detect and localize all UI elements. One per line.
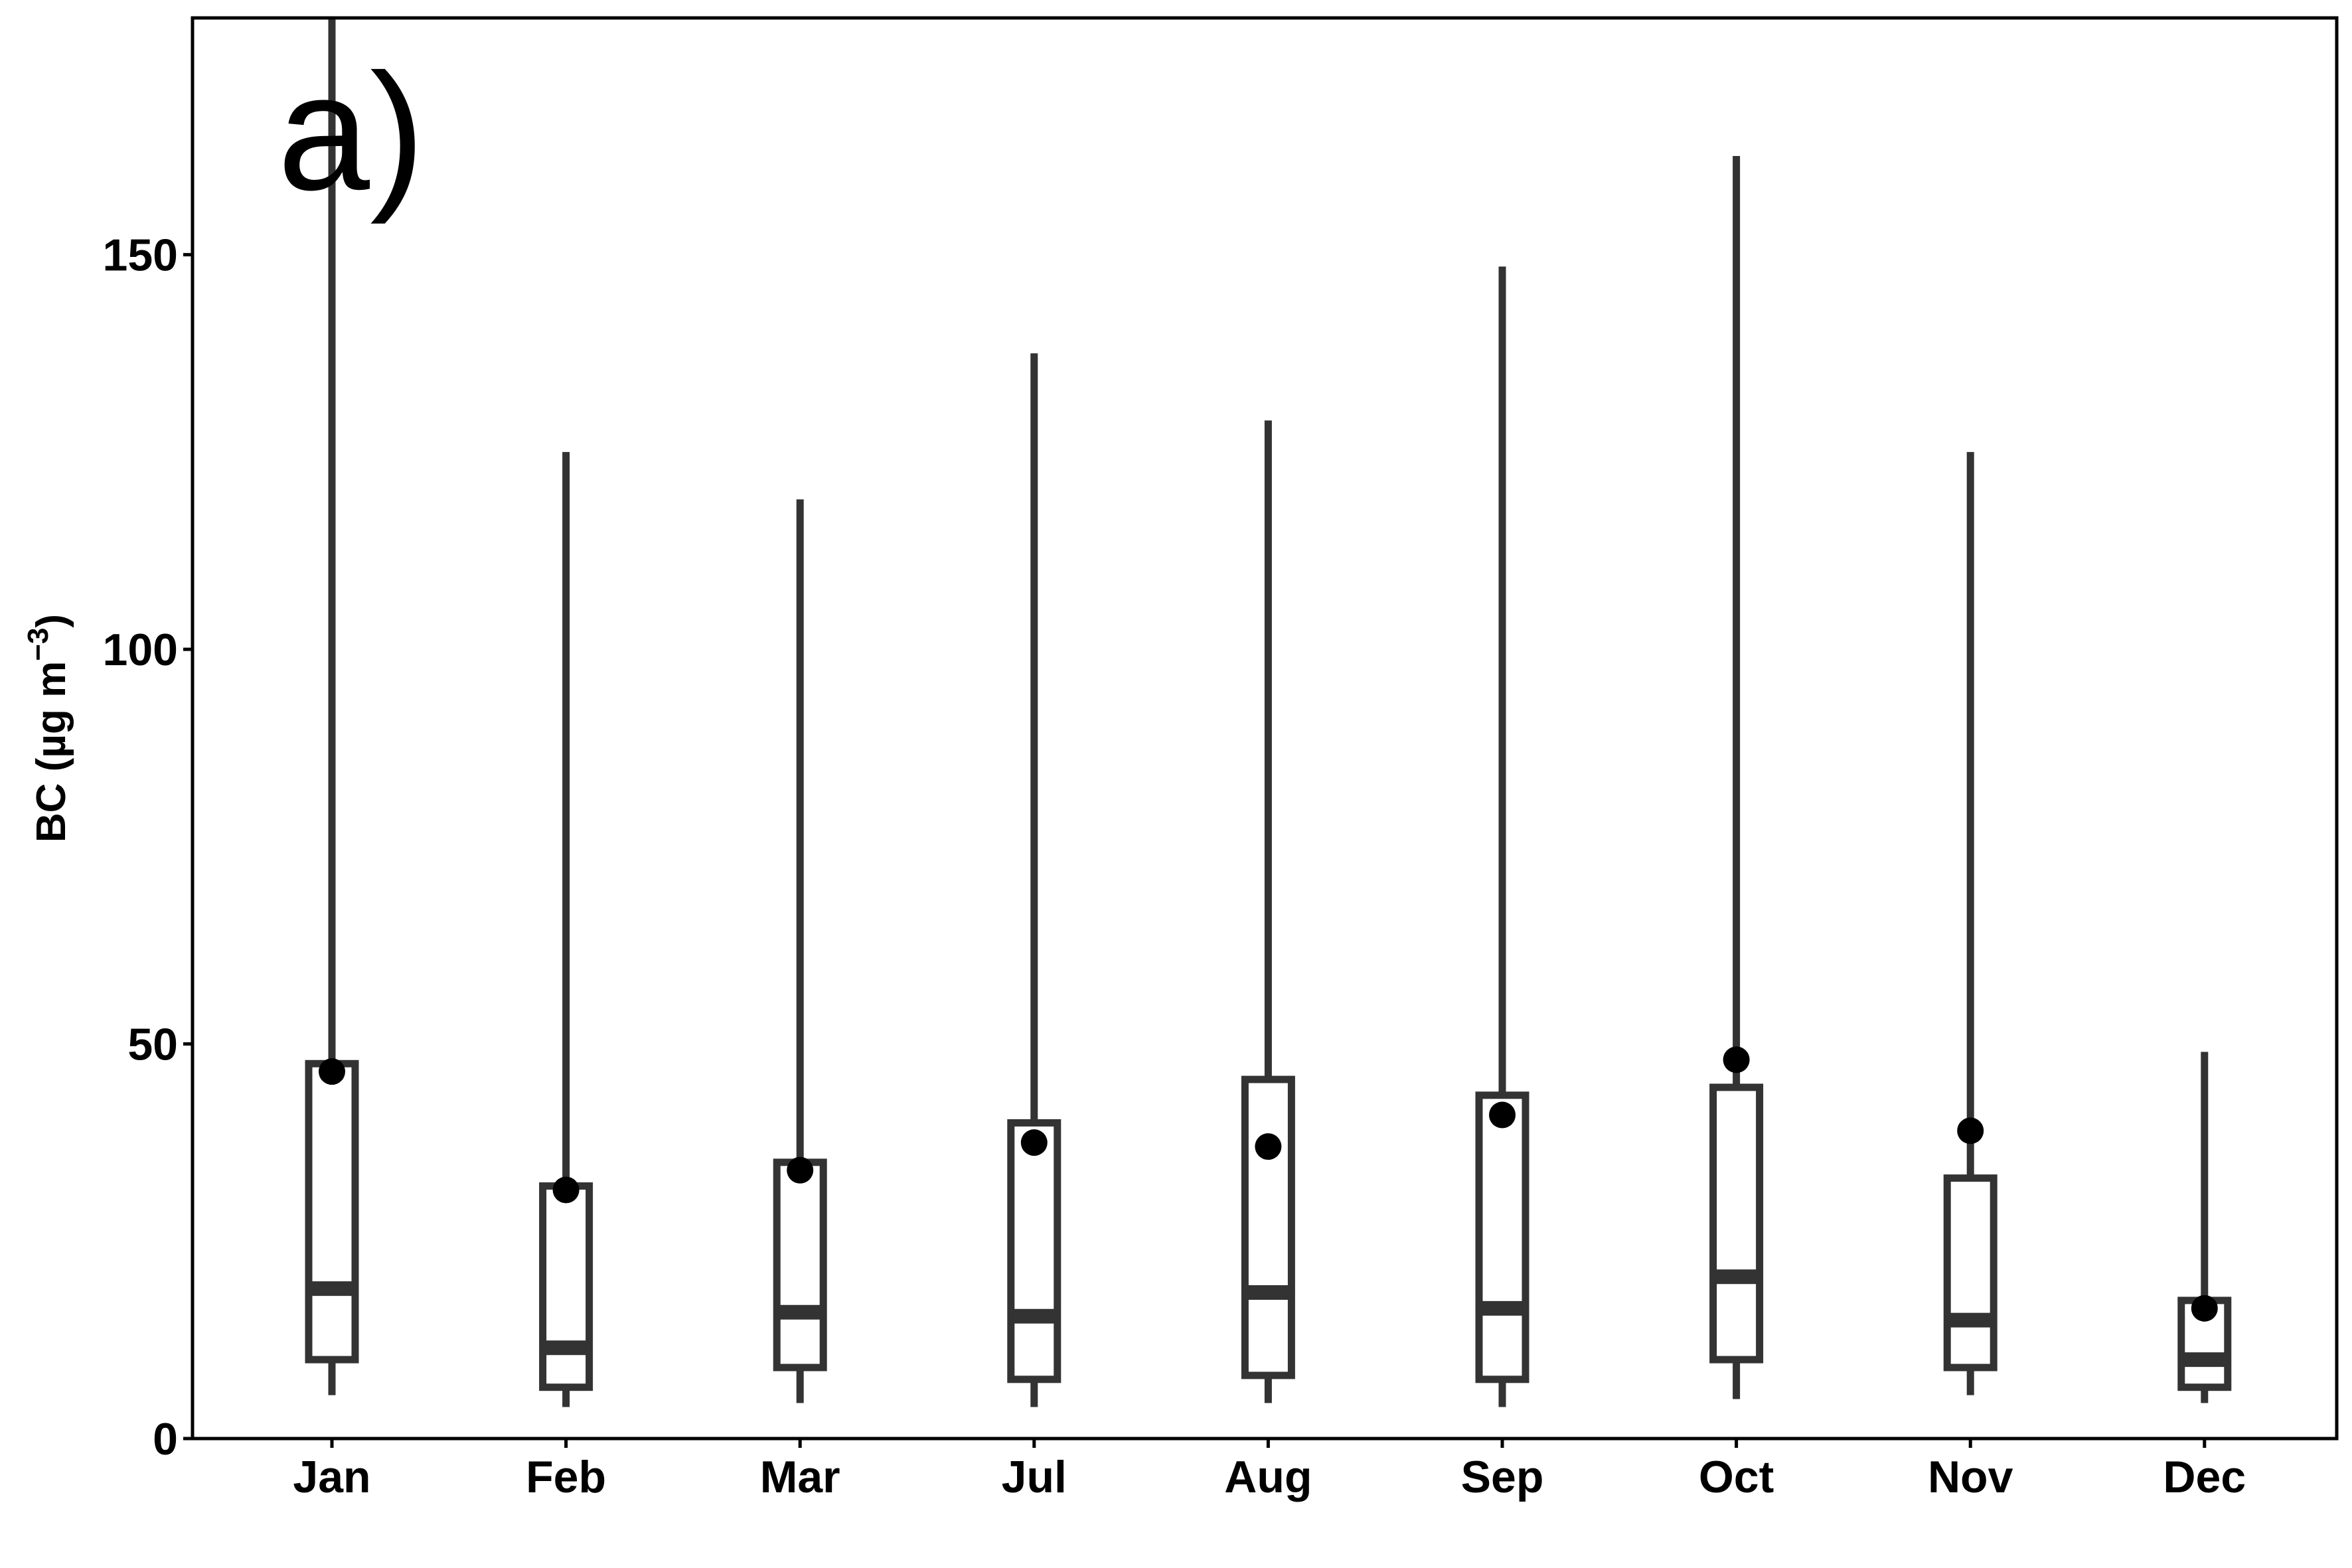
- x-tick-label: Aug: [1224, 1452, 1312, 1502]
- mean-point: [1723, 1046, 1750, 1073]
- y-tick-label: 0: [153, 1414, 178, 1464]
- mean-point: [1957, 1117, 1984, 1144]
- iqr-box: [1007, 1119, 1061, 1383]
- iqr-box: [1475, 1091, 1529, 1383]
- plot-frame: [191, 16, 2339, 1441]
- box-jan: [305, 18, 359, 1395]
- box-dec: [2177, 1052, 2232, 1403]
- box-oct: [1709, 156, 1764, 1399]
- mean-point: [552, 1176, 580, 1204]
- iqr-box: [305, 1059, 359, 1364]
- mean-point: [1020, 1129, 1048, 1156]
- mean-point: [1489, 1101, 1516, 1129]
- y-axis-ticks: 0 50 100 150: [103, 230, 193, 1464]
- iqr-box: [1943, 1174, 1998, 1372]
- y-tick-label: 100: [103, 625, 178, 675]
- iqr-box: [1241, 1075, 1295, 1379]
- y-axis-title: BC (µg m−3): [22, 614, 74, 842]
- box-jul: [1007, 353, 1061, 1407]
- iqr-box: [773, 1158, 827, 1372]
- box-sep: [1475, 266, 1529, 1407]
- mean-point: [787, 1156, 814, 1184]
- box-feb: [539, 451, 593, 1407]
- y-tick-label: 50: [127, 1020, 178, 1070]
- y-axis-title-main: BC (µg m: [29, 661, 74, 842]
- box-nov: [1943, 451, 1998, 1395]
- y-axis-title-superscript: −3: [22, 628, 54, 661]
- x-tick-label: Jul: [1002, 1452, 1067, 1502]
- panel-label: a): [277, 39, 425, 224]
- mean-point: [1255, 1133, 1282, 1160]
- box-series: [305, 18, 2232, 1407]
- x-tick-label: Jan: [293, 1452, 370, 1502]
- box-aug: [1241, 420, 1295, 1403]
- mean-point: [319, 1058, 345, 1085]
- box-mar: [773, 499, 827, 1403]
- x-tick-label: Sep: [1461, 1452, 1544, 1502]
- x-tick-label: Oct: [1699, 1452, 1774, 1502]
- y-axis-title-close: ): [29, 614, 74, 628]
- iqr-box: [539, 1182, 593, 1391]
- x-tick-label: Mar: [760, 1452, 840, 1502]
- x-axis-ticks: Jan Feb Mar Jul Aug Sep Oct Nov Dec: [293, 1439, 2246, 1502]
- y-tick-label: 150: [103, 230, 178, 281]
- x-tick-label: Nov: [1928, 1452, 2013, 1502]
- x-tick-label: Dec: [2163, 1452, 2246, 1502]
- iqr-box: [1709, 1083, 1764, 1364]
- mean-point: [2191, 1294, 2218, 1322]
- x-tick-label: Feb: [526, 1452, 606, 1502]
